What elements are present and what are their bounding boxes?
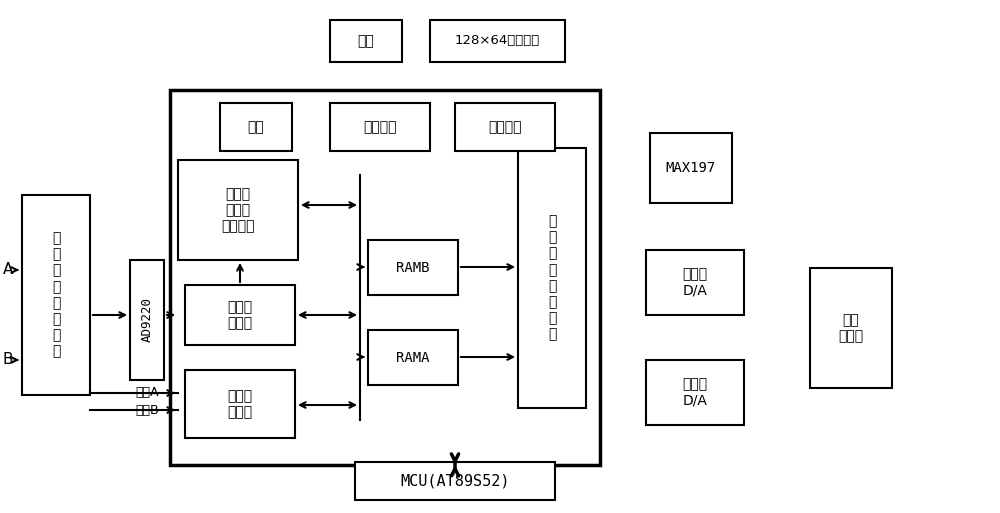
Bar bbox=[185, 285, 295, 345]
Text: 信
号
前
级
处
理
模
块: 信 号 前 级 处 理 模 块 bbox=[52, 231, 60, 359]
Bar bbox=[220, 103, 292, 151]
Bar bbox=[330, 20, 402, 62]
Bar bbox=[810, 268, 892, 388]
Bar bbox=[650, 133, 732, 203]
Text: RAMB: RAMB bbox=[396, 261, 430, 274]
Text: 行扫描
D/A: 行扫描 D/A bbox=[682, 378, 708, 408]
Text: 通道A: 通道A bbox=[135, 386, 158, 400]
Text: 列扫描
D/A: 列扫描 D/A bbox=[682, 267, 708, 298]
Text: 键盘扫描: 键盘扫描 bbox=[363, 120, 397, 134]
Text: A: A bbox=[3, 263, 13, 278]
Text: 键盘: 键盘 bbox=[358, 34, 374, 48]
Text: 增益控
制模块: 增益控 制模块 bbox=[227, 389, 253, 419]
Text: 模拟
示波器: 模拟 示波器 bbox=[838, 313, 864, 343]
Bar bbox=[430, 20, 565, 62]
Bar bbox=[368, 330, 458, 385]
Text: 可变分
频模块: 可变分 频模块 bbox=[227, 300, 253, 330]
Text: 通道B: 通道B bbox=[135, 404, 159, 417]
Text: 显示驱动: 显示驱动 bbox=[488, 120, 522, 134]
Bar bbox=[646, 360, 744, 425]
Text: 波
形
显
示
控
制
模
块: 波 形 显 示 控 制 模 块 bbox=[548, 214, 556, 342]
Bar bbox=[455, 103, 555, 151]
Bar bbox=[330, 103, 430, 151]
Bar bbox=[22, 195, 90, 395]
Text: 128×64点阵显示: 128×64点阵显示 bbox=[455, 34, 540, 48]
Text: B: B bbox=[3, 352, 13, 367]
Bar bbox=[518, 148, 586, 408]
Bar bbox=[185, 370, 295, 438]
Bar bbox=[368, 240, 458, 295]
Text: RAMA: RAMA bbox=[396, 350, 430, 365]
Bar bbox=[355, 462, 555, 500]
Bar bbox=[646, 250, 744, 315]
Text: 测频: 测频 bbox=[248, 120, 264, 134]
Text: MCU(AT89S52): MCU(AT89S52) bbox=[400, 473, 510, 488]
Bar bbox=[170, 90, 600, 465]
Text: 波形数
据存储
控制模块: 波形数 据存储 控制模块 bbox=[221, 187, 255, 233]
Bar bbox=[178, 160, 298, 260]
Text: AD9220: AD9220 bbox=[140, 298, 154, 343]
Bar bbox=[130, 260, 164, 380]
Text: MAX197: MAX197 bbox=[666, 161, 716, 175]
